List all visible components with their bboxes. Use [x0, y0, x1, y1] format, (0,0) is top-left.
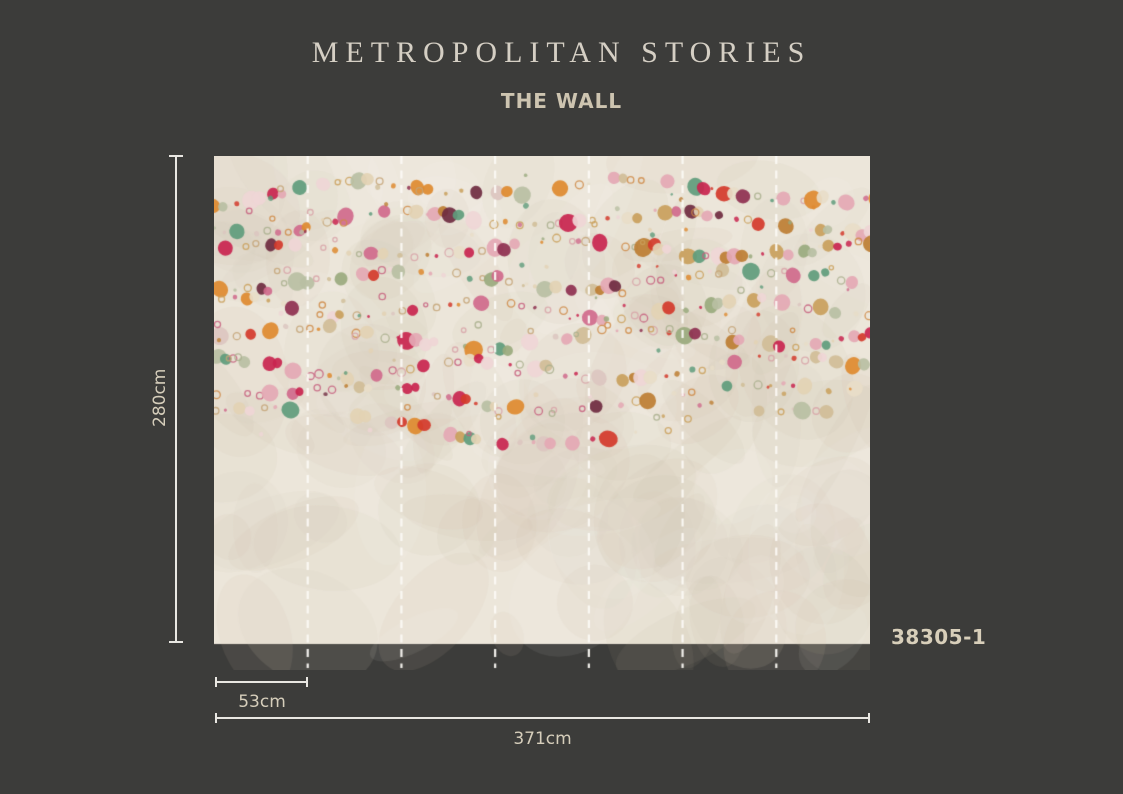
height-measure-line: [175, 156, 177, 643]
panel-width-label: 53cm: [238, 692, 286, 712]
panel-width-cap-left: [215, 677, 217, 687]
height-measure-cap-top: [169, 155, 183, 157]
panel-width-cap-right: [306, 677, 308, 687]
height-measure-cap-bottom: [169, 641, 183, 643]
total-width-label: 371cm: [513, 729, 572, 749]
wallpaper-preview: [214, 156, 870, 670]
total-width-cap-right: [868, 713, 870, 723]
collection-title: THE WALL: [500, 89, 623, 113]
total-width-measure-line: [216, 717, 869, 719]
height-measure-label: 280cm: [150, 368, 170, 427]
panel-width-measure-line: [216, 681, 308, 683]
product-code: 38305-1: [891, 625, 987, 649]
wallpaper-pattern-canvas: [214, 156, 870, 670]
total-width-cap-left: [215, 713, 217, 723]
brand-title: METROPOLITAN STORIES: [311, 36, 812, 69]
